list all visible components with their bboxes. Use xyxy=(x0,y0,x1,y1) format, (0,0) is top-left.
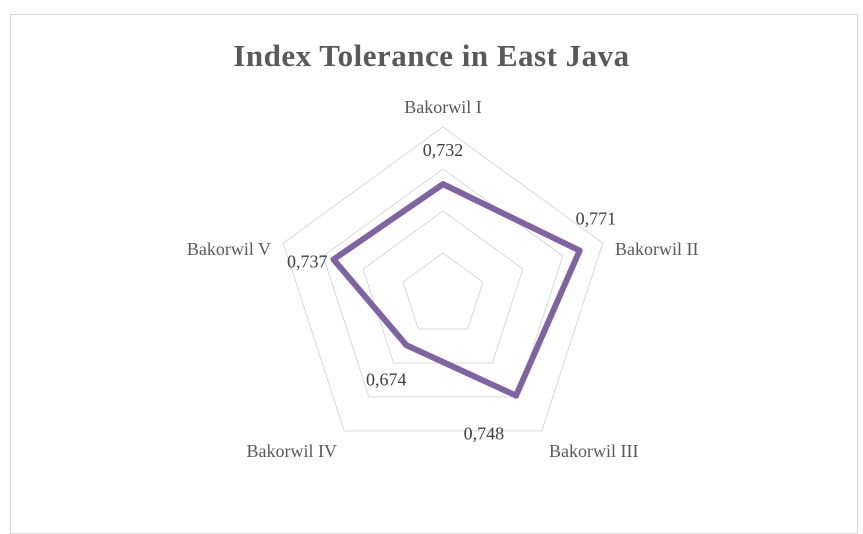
category-label: Bakorwil III xyxy=(549,441,638,461)
data-point xyxy=(403,342,410,349)
category-label: Bakorwil I xyxy=(404,97,481,117)
category-label: Bakorwil V xyxy=(187,239,271,259)
chart-frame xyxy=(10,14,858,534)
data-point xyxy=(330,256,337,263)
grid-ring xyxy=(362,210,524,364)
data-label: 0,732 xyxy=(423,140,464,160)
data-label: 0,771 xyxy=(576,209,617,229)
data-label: 0,748 xyxy=(464,424,505,444)
radar-grid xyxy=(282,126,604,432)
data-label: 0,674 xyxy=(366,369,407,389)
data-point xyxy=(576,247,583,254)
radar-series xyxy=(330,181,583,399)
data-point xyxy=(440,181,446,188)
category-label: Bakorwil II xyxy=(615,239,698,259)
category-label: Bakorwil IV xyxy=(247,441,337,461)
grid-ring xyxy=(402,252,484,330)
series-line xyxy=(330,181,583,399)
grid-ring xyxy=(322,168,564,398)
data-point xyxy=(513,392,520,399)
data-label: 0,737 xyxy=(287,251,328,271)
radar-chart: Bakorwil I Bakorwil II Bakorwil III Bakorwi… xyxy=(187,97,699,461)
chart-title: Index Tolerance in East Java xyxy=(233,38,630,73)
radar-labels: Bakorwil I Bakorwil II Bakorwil III Bakorwi… xyxy=(187,97,699,461)
grid-ring xyxy=(282,126,604,432)
